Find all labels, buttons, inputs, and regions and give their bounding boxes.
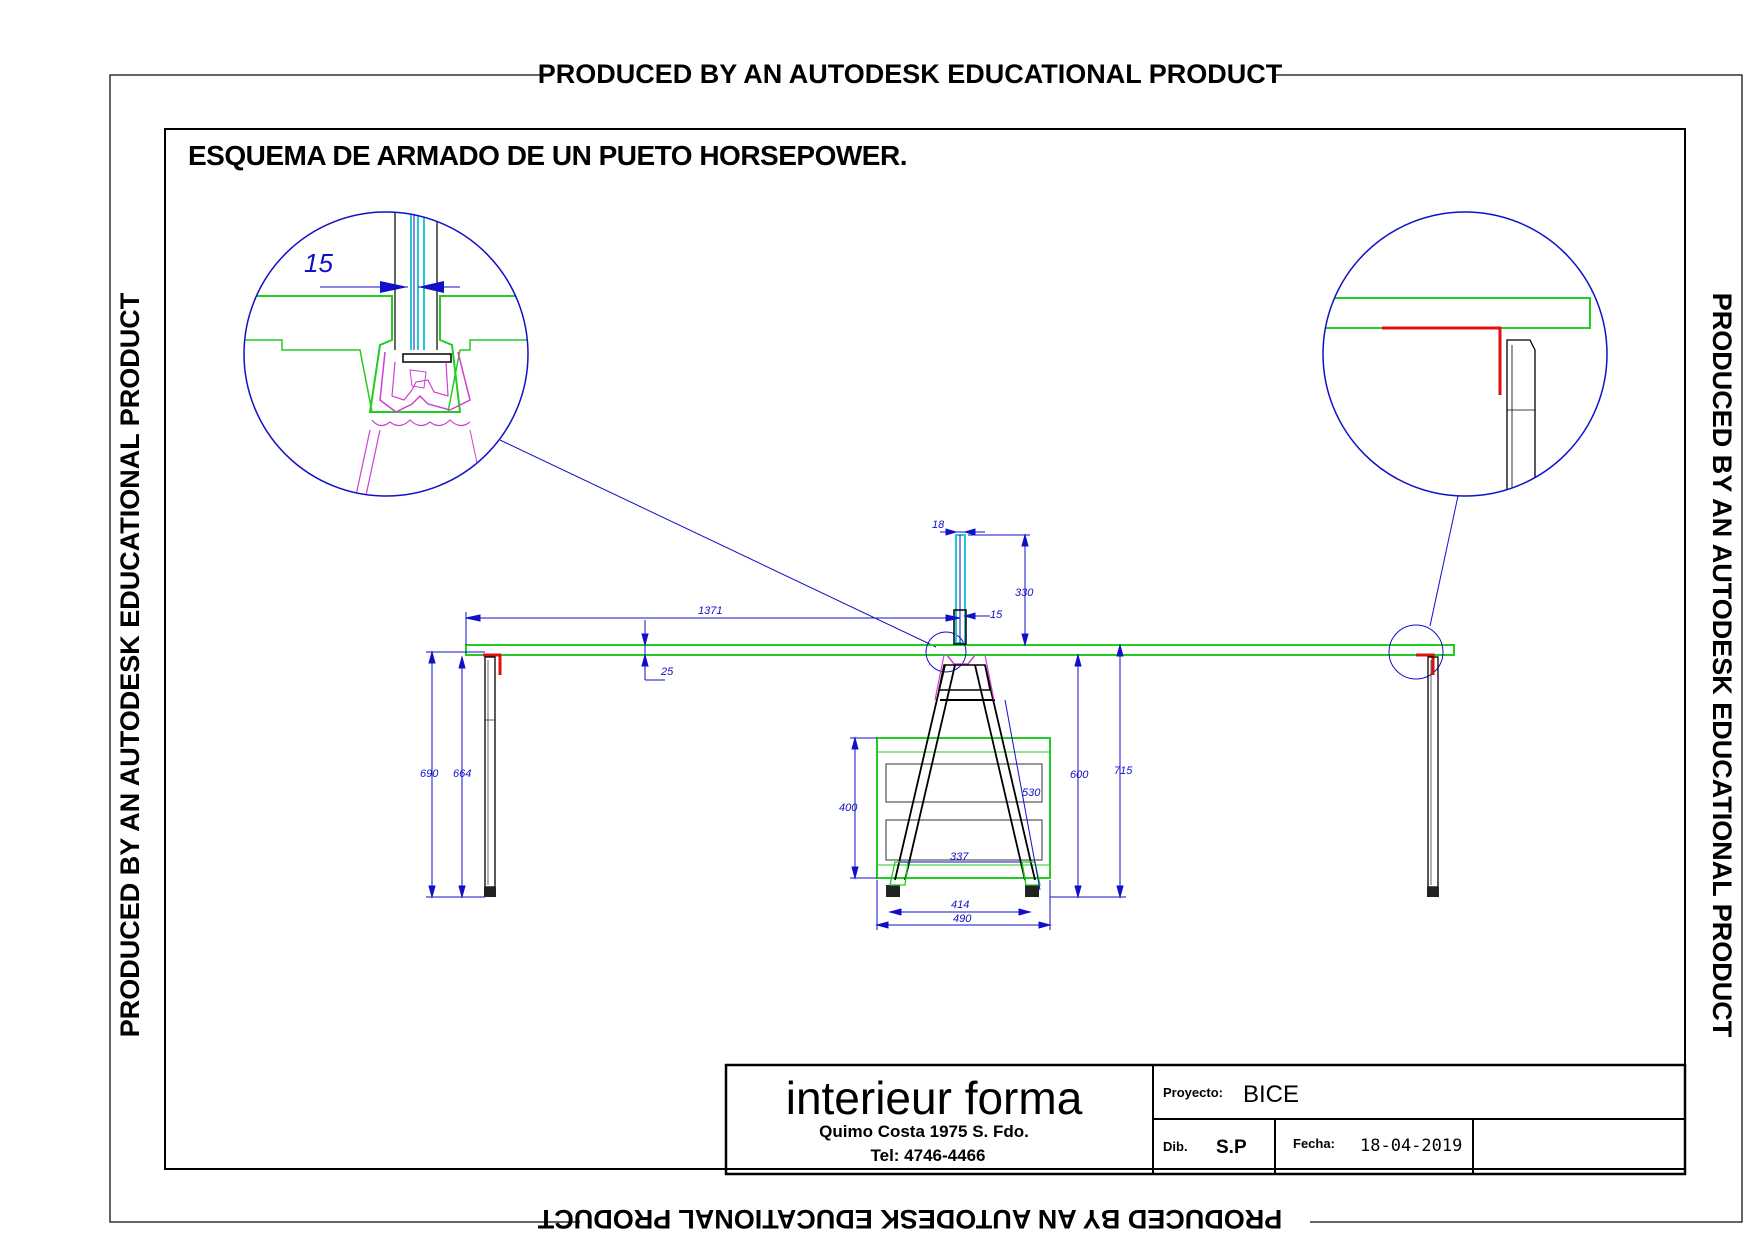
elevation-view bbox=[465, 534, 1455, 897]
drawn-value: S.P bbox=[1216, 1137, 1247, 1158]
title-block bbox=[724, 1063, 1687, 1176]
dim-screen-offset: 15 bbox=[990, 609, 1003, 621]
leg-right bbox=[1427, 656, 1439, 888]
leg-left bbox=[484, 656, 496, 888]
detail-circle-left: 15 bbox=[243, 211, 529, 497]
company-address: Quimo Costa 1975 S. Fdo. bbox=[819, 1122, 1029, 1141]
date-label: Fecha: bbox=[1293, 1136, 1335, 1151]
dim-frame-diagonal: 530 bbox=[1022, 787, 1041, 799]
drawn-label: Dib. bbox=[1163, 1139, 1188, 1154]
detail-left-dimension: 15 bbox=[304, 248, 333, 278]
dim-total-height: 715 bbox=[1114, 765, 1133, 777]
dim-half-length: 1371 bbox=[698, 605, 722, 617]
dim-top-width: 18 bbox=[932, 519, 945, 531]
cabinet bbox=[876, 737, 1051, 879]
company-phone: Tel: 4746-4466 bbox=[871, 1146, 986, 1165]
desktop bbox=[465, 644, 1455, 656]
dim-top-thickness: 25 bbox=[660, 666, 674, 678]
watermark-right: PRODUCED BY AN AUTODESK EDUCATIONAL PROD… bbox=[1707, 293, 1737, 1038]
company-brand: interieur forma bbox=[786, 1072, 1083, 1124]
date-value: 18-04-2019 bbox=[1360, 1136, 1462, 1156]
drawing-title: ESQUEMA DE ARMADO DE UN PUETO HORSEPOWER… bbox=[188, 140, 907, 171]
dim-cabinet-width: 490 bbox=[953, 913, 972, 925]
detail-circle-right bbox=[1322, 211, 1608, 497]
watermark-left: PRODUCED BY AN AUTODESK EDUCATIONAL PROD… bbox=[115, 292, 145, 1037]
detail-leader-right bbox=[1429, 495, 1459, 627]
dim-screen-height: 330 bbox=[1015, 587, 1034, 599]
drawing-frame bbox=[164, 128, 1686, 1170]
project-label: Proyecto: bbox=[1163, 1085, 1223, 1100]
detail-leader-left bbox=[499, 439, 937, 648]
dim-leg-outer-height: 690 bbox=[420, 768, 439, 780]
dim-cabinet-base-width: 414 bbox=[951, 899, 969, 911]
watermark-top: PRODUCED BY AN AUTODESK EDUCATIONAL PROD… bbox=[538, 59, 1283, 89]
dim-leg-inner-height: 664 bbox=[453, 768, 471, 780]
dim-cabinet-height: 400 bbox=[839, 802, 858, 814]
project-value: BICE bbox=[1243, 1081, 1299, 1108]
dim-cabinet-inner-width: 337 bbox=[950, 851, 969, 863]
dimensions bbox=[426, 528, 1126, 930]
watermark-bottom: PRODUCED BY AN AUTODESK EDUCATIONAL PROD… bbox=[537, 1204, 1282, 1234]
dim-frame-height: 600 bbox=[1070, 769, 1089, 781]
